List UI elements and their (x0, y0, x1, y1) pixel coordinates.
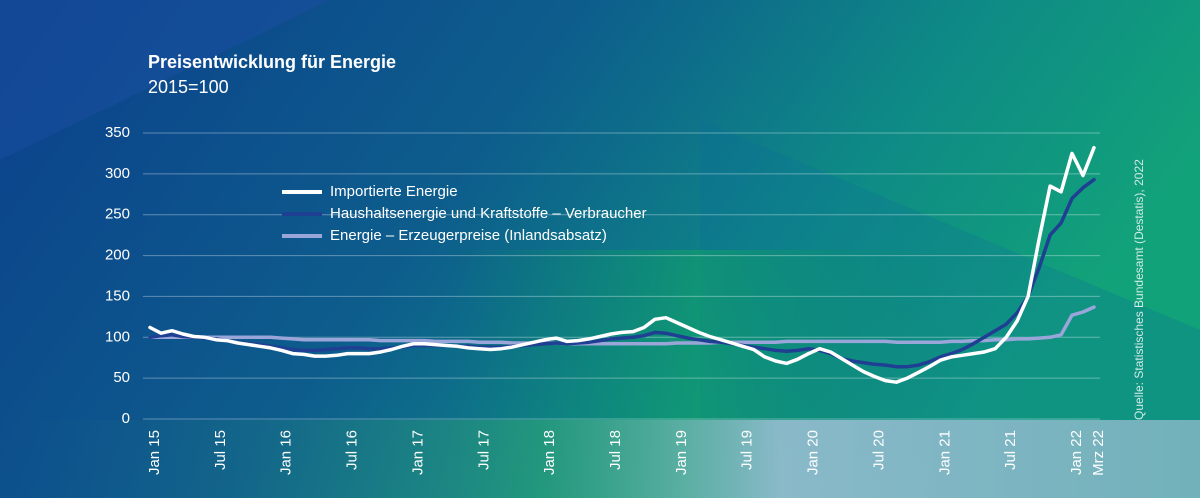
chart-title: Preisentwicklung für Energie (148, 52, 396, 72)
y-tick-label: 250 (105, 206, 130, 223)
x-tick-label: Jul 15 (212, 430, 229, 470)
decor (0, 0, 330, 160)
y-tick-label: 150 (105, 287, 130, 304)
x-tick-label: Jan 19 (673, 430, 690, 475)
x-tick-label: Jan 22 (1068, 430, 1085, 475)
x-tick-label: Jul 16 (344, 430, 361, 470)
x-tick-label: Jul 19 (739, 430, 756, 470)
y-tick-label: 100 (105, 328, 130, 345)
x-tick-label: Jan 21 (936, 430, 953, 475)
x-tick-label: Jan 20 (805, 430, 822, 475)
chart-subtitle: 2015=100 (148, 77, 229, 97)
y-tick-label: 350 (105, 124, 130, 141)
x-tick-label: Jan 18 (541, 430, 558, 475)
y-tick-label: 50 (113, 369, 130, 386)
source: Quelle: Statistisches Bundesamt (Destati… (1132, 159, 1146, 420)
x-tick-label: Jan 16 (278, 430, 295, 475)
legend-label: Haushaltsenergie und Kraftstoffe – Verbr… (330, 205, 647, 222)
x-tick-label: Jul 21 (1002, 430, 1019, 470)
y-tick-label: 200 (105, 247, 130, 264)
legend-label: Importierte Energie (330, 183, 458, 200)
x-tick-label: Jul 18 (607, 430, 624, 470)
y-tick-label: 0 (122, 410, 130, 427)
legend-label: Energie – Erzeugerpreise (Inlandsabsatz) (330, 227, 607, 244)
y-tick-label: 300 (105, 165, 130, 182)
x-tick-label: Jul 17 (475, 430, 492, 470)
axis-band (0, 420, 1200, 498)
series-line (148, 145, 1096, 384)
series-line (148, 305, 1096, 346)
x-tick-label: Jan 17 (409, 430, 426, 475)
series-line (148, 177, 1096, 369)
x-tick-label: Jan 15 (146, 430, 163, 475)
x-tick-label: Mrz 22 (1090, 430, 1107, 476)
x-tick-label: Jul 20 (870, 430, 887, 470)
